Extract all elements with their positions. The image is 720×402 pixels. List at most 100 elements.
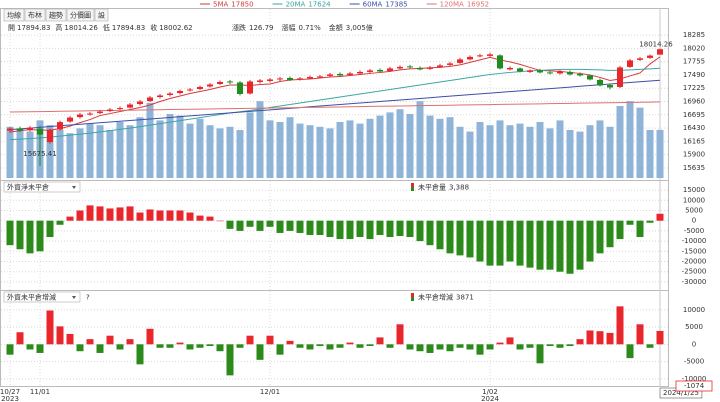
volume-bar: [636, 107, 644, 178]
bar: [516, 344, 524, 350]
candle-body: [317, 76, 323, 78]
volume-bar: [506, 125, 514, 178]
toolbar-button-label[interactable]: 均線: [7, 11, 21, 20]
ma-line: [9, 101, 661, 113]
y-tick-label: -5000: [684, 227, 704, 235]
legend-name: 60MA: [363, 1, 383, 9]
panel-selector-arrow[interactable]: [72, 296, 76, 299]
volume-bar: [336, 122, 344, 178]
panel-selector-box[interactable]: [3, 181, 81, 193]
bar: [46, 310, 54, 345]
toolbar-button-label[interactable]: 布林: [28, 11, 42, 20]
bar: [116, 344, 124, 350]
bar: [426, 344, 434, 353]
toolbar-button[interactable]: 布林: [24, 8, 46, 22]
volume-bar: [466, 131, 474, 178]
toolbar-button-box[interactable]: [66, 8, 95, 22]
help-icon[interactable]: ?: [86, 294, 90, 302]
candle-body: [297, 78, 303, 80]
bar: [96, 206, 104, 221]
toolbar-button-box[interactable]: [94, 8, 109, 22]
bar: [456, 344, 464, 348]
bar: [276, 220, 284, 233]
panel-selector-box[interactable]: [3, 291, 81, 303]
bar: [386, 220, 394, 238]
bar: [126, 206, 134, 221]
candle-body: [497, 55, 503, 69]
bar: [506, 220, 514, 262]
candle-body: [407, 66, 413, 68]
bar: [606, 332, 614, 345]
volume-bar: [546, 128, 554, 178]
bar: [346, 220, 354, 240]
toolbar-button-box[interactable]: [45, 8, 67, 22]
volume-bar: [346, 120, 354, 178]
volume-bar: [156, 120, 164, 178]
y-tick-label: -30000: [682, 278, 707, 286]
bar: [226, 344, 234, 376]
bar: [216, 344, 224, 352]
volume-bar: [596, 120, 604, 178]
bar: [266, 220, 274, 227]
candle-body: [517, 68, 523, 72]
info-value: 18014.26: [64, 24, 98, 32]
candle-body: [107, 109, 113, 112]
legend-name: 120MA: [440, 1, 464, 9]
bar: [646, 220, 654, 223]
y-tick-label: 15635: [683, 164, 705, 172]
y-tick-label: -10000: [682, 237, 707, 245]
candle-body: [597, 79, 603, 86]
candle-body: [157, 95, 163, 98]
cursor-date-label: 2024/1/25: [663, 389, 699, 397]
candle-body: [327, 74, 333, 76]
info-label: 開: [8, 24, 15, 32]
candle-body: [447, 63, 453, 65]
bar: [486, 220, 494, 266]
bar: [586, 220, 594, 262]
legend-name: 5MA: [213, 1, 228, 9]
volume-bar: [186, 123, 194, 178]
bar: [646, 344, 654, 348]
bar: [76, 344, 84, 352]
legend-swatch-down: [411, 297, 414, 301]
bar: [556, 344, 564, 348]
bar: [236, 344, 244, 348]
toolbar-button-box[interactable]: [3, 8, 25, 22]
change-label: 金額: [329, 23, 343, 32]
candle-body: [247, 81, 253, 94]
bar: [656, 330, 664, 345]
y-tick-label: 15000: [683, 186, 705, 194]
legend-value: 17850: [231, 1, 253, 9]
panel-selector[interactable]: 外資淨未平倉: [3, 181, 81, 193]
bar: [616, 220, 624, 240]
toolbar-button-label[interactable]: 趨勢: [49, 11, 63, 20]
bar: [186, 212, 194, 221]
bar: [36, 220, 44, 252]
bar: [546, 220, 554, 270]
toolbar-button[interactable]: 分價圖: [66, 8, 95, 22]
volume-bar: [266, 120, 274, 178]
toolbar-button[interactable]: 均線: [3, 8, 25, 22]
candle-body: [457, 59, 463, 63]
bar: [416, 344, 424, 352]
candle-body: [397, 66, 403, 69]
panel-selector[interactable]: 外資未平倉增減: [3, 291, 81, 303]
volume-bar: [646, 130, 654, 178]
bar: [326, 220, 334, 238]
bar: [166, 344, 174, 348]
panel-selector-label[interactable]: 外資淨未平倉: [7, 183, 49, 192]
toolbar-button-label[interactable]: 分價圖: [70, 11, 91, 20]
toolbar-button[interactable]: 設: [94, 8, 109, 22]
toolbar-button[interactable]: 趨勢: [45, 8, 67, 22]
y-tick-label: -15000: [682, 247, 707, 255]
candle-body: [637, 58, 643, 60]
candle-body: [167, 93, 173, 96]
bar: [386, 344, 394, 348]
toolbar-button-label[interactable]: 設: [98, 11, 105, 20]
volume-bar: [306, 125, 314, 178]
bar: [306, 344, 314, 350]
volume-bar: [136, 117, 144, 178]
candle-body: [377, 69, 383, 72]
panel-selector-arrow[interactable]: [72, 186, 76, 189]
panel-selector-label[interactable]: 外資未平倉增減: [7, 293, 56, 302]
